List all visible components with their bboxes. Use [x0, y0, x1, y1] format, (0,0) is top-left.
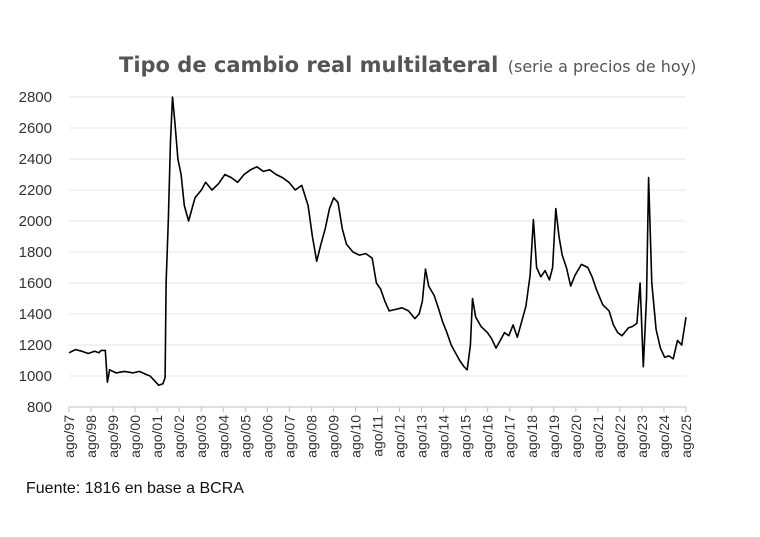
x-tick-label: ago/04	[215, 415, 231, 458]
x-tick-label: ago/17	[502, 415, 518, 458]
x-tick-label: ago/08	[303, 415, 319, 458]
x-axis-ticks: ago/97 ago/98 ago/99 ago/00 ago/01 ago/02 ago/…	[61, 407, 694, 458]
x-tick-label: ago/23	[634, 415, 650, 458]
y-tick-label: 2000	[19, 213, 52, 230]
x-tick-label: ago/12	[392, 415, 408, 458]
y-tick-label: 1400	[19, 306, 52, 323]
y-tick-label: 1200	[19, 337, 52, 354]
y-tick-label: 2200	[19, 182, 52, 199]
y-tick-label: 2800	[19, 89, 52, 106]
y-tick-label: 800	[27, 399, 52, 416]
x-tick-label: ago/24	[656, 415, 672, 458]
x-tick-label: ago/05	[237, 415, 253, 458]
chart-subtitle: (serie a precios de hoy)	[508, 57, 697, 76]
y-tick-label: 2400	[19, 151, 52, 168]
x-tick-label: ago/00	[127, 415, 143, 458]
x-tick-label: ago/15	[458, 415, 474, 458]
y-tick-label: 1800	[19, 244, 52, 261]
gridlines	[69, 96, 686, 377]
x-tick-label: ago/03	[193, 415, 209, 458]
x-tick-label: ago/97	[61, 415, 77, 458]
x-tick-label: ago/98	[83, 415, 99, 458]
source-note: Fuente: 1816 en base a BCRA	[26, 480, 244, 497]
x-tick-label: ago/25	[678, 415, 694, 458]
chart-title-group: Tipo de cambio real multilateral (serie …	[119, 53, 696, 77]
x-tick-label: ago/13	[414, 415, 430, 458]
x-tick-label: ago/02	[171, 415, 187, 458]
y-tick-label: 2600	[19, 120, 52, 137]
x-tick-label: ago/07	[281, 415, 297, 458]
chart-title: Tipo de cambio real multilateral	[119, 53, 498, 77]
y-tick-label: 1600	[19, 275, 52, 292]
series-line	[68, 96, 687, 387]
x-tick-label: ago/14	[436, 415, 452, 458]
series-group	[68, 96, 687, 387]
x-tick-label: ago/01	[149, 415, 165, 458]
x-tick-label: ago/21	[590, 415, 606, 458]
x-tick-label: ago/19	[546, 415, 562, 458]
x-tick-label: ago/06	[259, 415, 275, 458]
y-tick-label: 1000	[19, 368, 52, 385]
x-tick-label: ago/11	[370, 415, 386, 457]
x-tick-label: ago/09	[325, 415, 341, 458]
x-tick-label: ago/10	[347, 415, 363, 458]
x-tick-label: ago/99	[105, 415, 121, 458]
y-axis-ticks: 800 1000 1200 1400 1600 1800 2000 2200 2400 2600 2…	[19, 89, 52, 416]
x-tick-label: ago/18	[524, 415, 540, 458]
x-tick-label: ago/16	[480, 415, 496, 458]
x-tick-label: ago/22	[612, 415, 628, 458]
x-tick-label: ago/20	[568, 415, 584, 458]
